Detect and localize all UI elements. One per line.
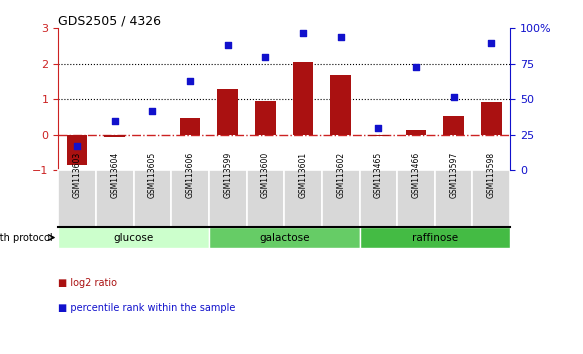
Point bbox=[374, 125, 383, 131]
Bar bbox=[58, 227, 209, 248]
Text: GSM113465: GSM113465 bbox=[374, 152, 383, 198]
Bar bbox=[247, 170, 284, 227]
Point bbox=[449, 94, 458, 99]
Text: GSM113606: GSM113606 bbox=[185, 152, 195, 198]
Text: GSM113598: GSM113598 bbox=[487, 152, 496, 198]
Text: GSM113604: GSM113604 bbox=[110, 152, 120, 198]
Text: ■ log2 ratio: ■ log2 ratio bbox=[58, 278, 117, 288]
Text: GSM113466: GSM113466 bbox=[412, 152, 420, 198]
Bar bbox=[360, 170, 397, 227]
Point bbox=[72, 143, 82, 149]
Point bbox=[298, 30, 308, 35]
Bar bbox=[255, 101, 276, 135]
Text: GSM113597: GSM113597 bbox=[449, 152, 458, 198]
Bar bbox=[209, 227, 360, 248]
Bar bbox=[284, 170, 322, 227]
Text: GSM113601: GSM113601 bbox=[298, 152, 308, 198]
Point bbox=[147, 108, 157, 114]
Bar bbox=[217, 90, 238, 135]
Bar bbox=[443, 116, 464, 135]
Bar bbox=[180, 118, 201, 135]
Text: GSM113600: GSM113600 bbox=[261, 152, 270, 198]
Text: GSM113599: GSM113599 bbox=[223, 152, 232, 198]
Text: growth protocol: growth protocol bbox=[0, 233, 52, 242]
Bar bbox=[209, 170, 247, 227]
Bar bbox=[96, 170, 134, 227]
Text: galactose: galactose bbox=[259, 233, 310, 242]
Bar bbox=[368, 135, 389, 136]
Point bbox=[223, 42, 233, 48]
Text: GDS2505 / 4326: GDS2505 / 4326 bbox=[58, 14, 161, 27]
Bar bbox=[293, 62, 314, 135]
Bar bbox=[134, 170, 171, 227]
Bar bbox=[104, 135, 125, 137]
Bar bbox=[331, 74, 351, 135]
Bar bbox=[406, 130, 426, 135]
Bar bbox=[435, 170, 472, 227]
Bar bbox=[171, 170, 209, 227]
Point bbox=[412, 64, 421, 69]
Text: GSM113605: GSM113605 bbox=[148, 152, 157, 198]
Bar bbox=[481, 102, 501, 135]
Text: glucose: glucose bbox=[114, 233, 154, 242]
Bar bbox=[472, 170, 510, 227]
Bar bbox=[360, 227, 510, 248]
Point bbox=[261, 54, 270, 59]
Bar bbox=[397, 170, 435, 227]
Bar bbox=[322, 170, 360, 227]
Point bbox=[185, 78, 195, 84]
Text: GSM113602: GSM113602 bbox=[336, 152, 345, 198]
Text: ■ percentile rank within the sample: ■ percentile rank within the sample bbox=[58, 303, 236, 313]
Text: GSM113603: GSM113603 bbox=[73, 152, 82, 198]
Bar bbox=[67, 135, 87, 165]
Point bbox=[336, 34, 345, 40]
Point bbox=[110, 118, 120, 124]
Text: raffinose: raffinose bbox=[412, 233, 458, 242]
Bar bbox=[58, 170, 96, 227]
Point bbox=[487, 40, 496, 45]
